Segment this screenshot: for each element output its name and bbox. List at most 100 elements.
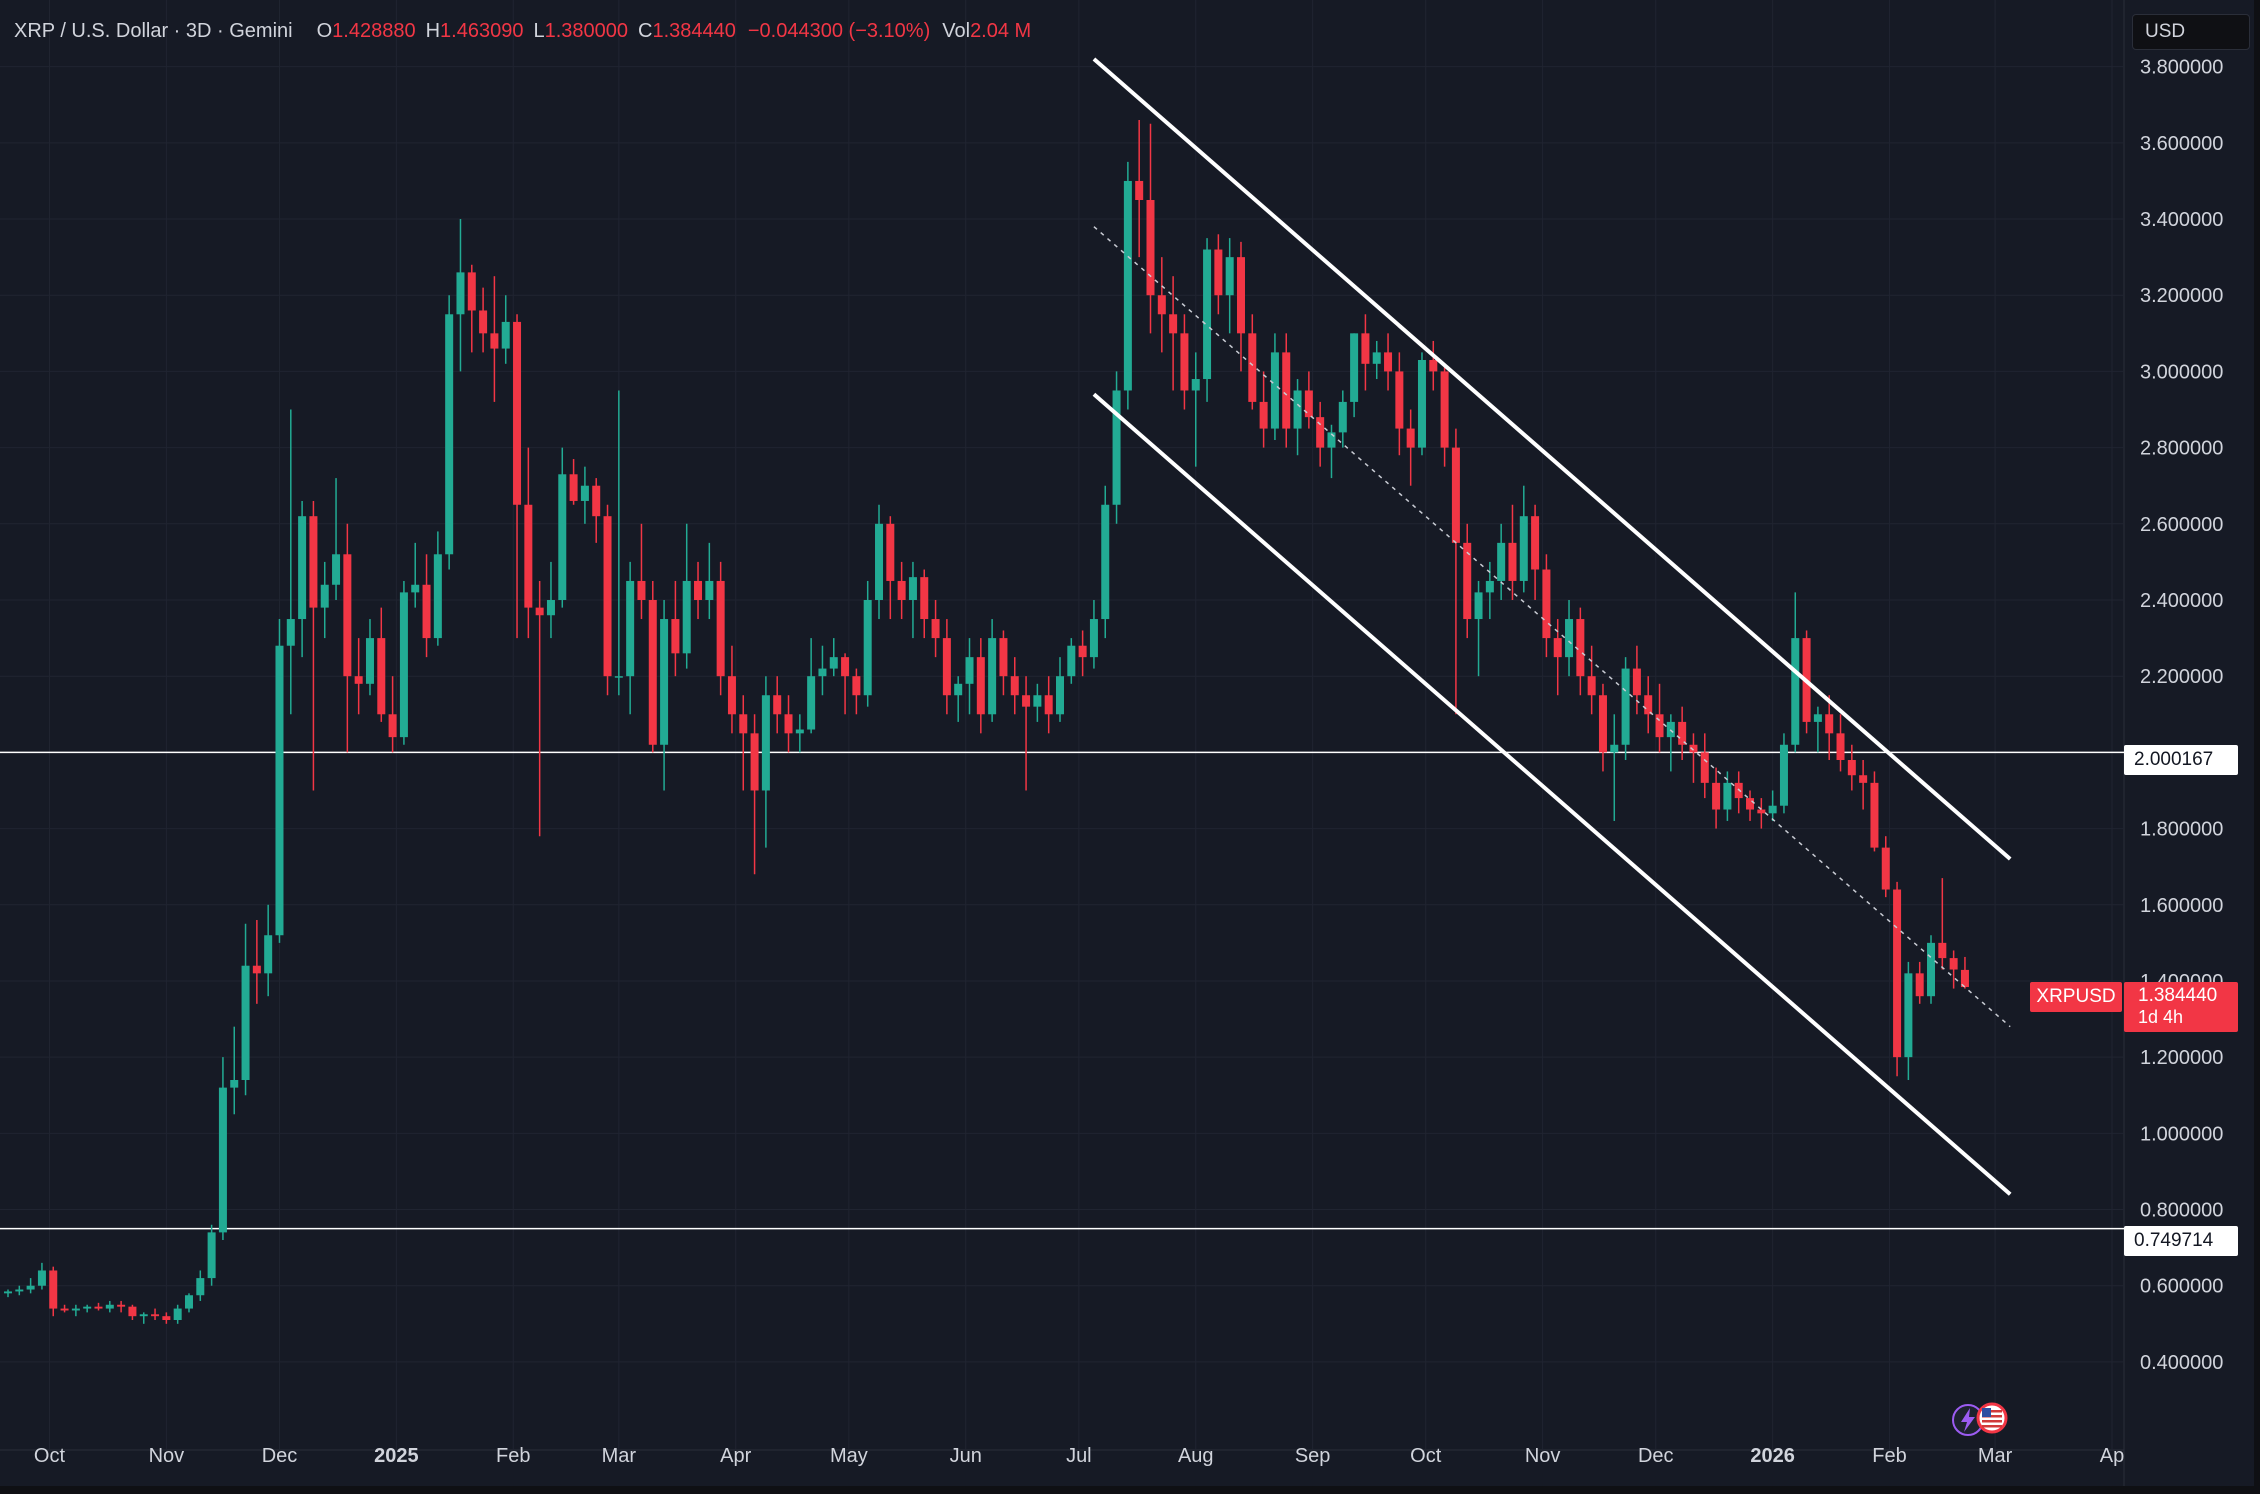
candle: [1587, 645, 1596, 715]
us-flag-icon[interactable]: [1976, 1402, 2008, 1434]
candle-body: [1372, 352, 1381, 364]
volume-label: Vol: [942, 19, 971, 42]
last-price-tag: 1.384440 1d 4h: [2124, 982, 2238, 1032]
candle-body: [1429, 360, 1438, 372]
open-value: 1.428880: [332, 19, 416, 42]
candle: [275, 619, 284, 943]
x-tick-label: Oct: [34, 1445, 66, 1467]
candle: [1746, 790, 1755, 821]
y-tick-label: 3.400000: [2140, 209, 2223, 231]
candle: [105, 1300, 114, 1313]
candle-body: [1893, 889, 1902, 1058]
y-tick-label: 1.800000: [2140, 819, 2223, 841]
candle-body: [795, 729, 804, 734]
candle-body: [716, 580, 725, 677]
candle-body: [139, 1314, 148, 1317]
candle: [1938, 878, 1947, 970]
candle-body: [1881, 847, 1890, 890]
change-value: −0.044300 (−3.10%): [747, 19, 931, 42]
candle: [965, 638, 974, 715]
candle-body: [999, 638, 1008, 677]
candle-body: [1270, 352, 1279, 429]
candle: [377, 607, 386, 722]
x-tick-label: Oct: [1410, 1445, 1442, 1467]
candle-body: [1813, 714, 1822, 722]
candle: [694, 561, 703, 620]
right-edge: [2254, 0, 2260, 1494]
candle: [501, 295, 510, 364]
candle-body: [456, 272, 465, 315]
candle-body: [117, 1304, 126, 1307]
candle: [173, 1304, 182, 1324]
candle-body: [1316, 417, 1325, 448]
candle: [1870, 771, 1879, 852]
candle: [1644, 676, 1653, 734]
candle-body: [1191, 379, 1200, 391]
candle-body: [467, 272, 476, 311]
candle-body: [1089, 619, 1098, 658]
candle-body: [1463, 542, 1472, 620]
candle-body: [988, 638, 997, 715]
candle: [1859, 760, 1868, 810]
y-tick-label: 0.600000: [2140, 1276, 2223, 1298]
candle: [1282, 333, 1291, 448]
candle: [841, 653, 850, 715]
candle-body: [433, 554, 442, 639]
candle-body: [1236, 257, 1245, 334]
candle-body: [626, 580, 635, 677]
candle-body: [931, 619, 940, 639]
candle-body: [705, 580, 714, 600]
candle: [1089, 600, 1098, 669]
currency-button[interactable]: USD: [2132, 14, 2250, 50]
candle: [456, 219, 465, 372]
candle: [1779, 733, 1788, 814]
y-tick-label: 1.600000: [2140, 895, 2223, 917]
candle: [196, 1270, 205, 1301]
y-tick-label: 0.800000: [2140, 1200, 2223, 1222]
low-value: 1.380000: [544, 19, 628, 42]
candle: [1270, 333, 1279, 440]
candle: [807, 638, 816, 734]
candle-body: [1553, 638, 1562, 658]
candle: [1655, 683, 1664, 753]
candle-body: [1135, 180, 1144, 200]
candle-body: [298, 516, 307, 620]
symbol-legend[interactable]: XRP / U.S. Dollar · 3D · Gemini O 1.42888…: [14, 16, 1031, 46]
candle: [411, 542, 420, 608]
candle: [83, 1304, 92, 1313]
candle: [1610, 714, 1619, 821]
candle-body: [886, 523, 895, 581]
candle-body: [1678, 721, 1687, 745]
candle: [1678, 706, 1687, 760]
candle: [1203, 238, 1212, 402]
economic-events[interactable]: [1948, 1402, 2018, 1438]
symbol-title[interactable]: XRP / U.S. Dollar · 3D · Gemini: [14, 19, 293, 42]
candle: [1463, 523, 1472, 639]
x-tick-label: May: [830, 1445, 868, 1467]
candle-body: [1485, 580, 1494, 593]
candle: [1915, 961, 1924, 1004]
candle: [1191, 352, 1200, 467]
candle: [875, 504, 884, 620]
candle: [750, 714, 759, 875]
candle: [558, 447, 567, 608]
candle: [931, 600, 940, 658]
y-tick-label: 2.200000: [2140, 666, 2223, 688]
candle: [1123, 161, 1132, 410]
candle-body: [1123, 180, 1132, 391]
candle-body: [479, 310, 488, 334]
y-tick-label: 3.200000: [2140, 285, 2223, 307]
candle: [1338, 390, 1347, 448]
candle-body: [1078, 645, 1087, 658]
x-tick-label: Jul: [1066, 1445, 1092, 1467]
x-tick-label: Feb: [496, 1445, 530, 1467]
candle-body: [1847, 760, 1856, 776]
candle-body: [897, 580, 906, 600]
candle: [592, 478, 601, 543]
candle: [1316, 401, 1325, 467]
candle-body: [1384, 352, 1393, 372]
candle-body: [920, 577, 929, 620]
candle: [1440, 363, 1449, 467]
